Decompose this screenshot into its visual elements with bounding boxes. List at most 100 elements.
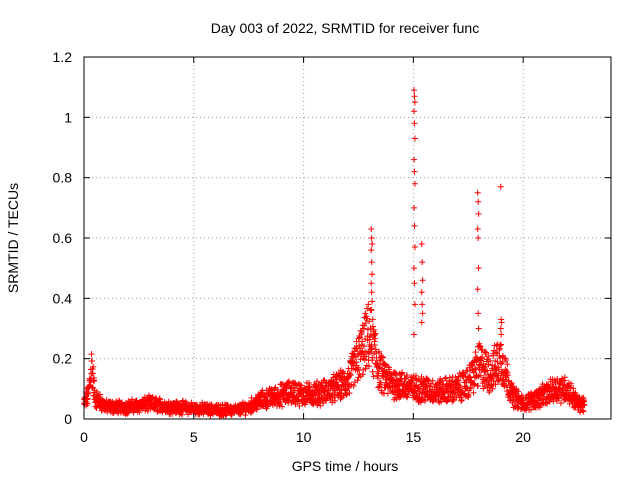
data-point [332,387,339,394]
data-point [362,365,369,372]
data-point [369,271,376,278]
data-point [492,349,499,356]
plot-frame [83,56,612,420]
data-point [411,120,418,127]
data-point [340,392,347,399]
data-point [411,135,418,142]
data-point [363,353,370,360]
data-point [494,358,501,365]
data-point [475,265,482,272]
data-point [84,395,91,402]
data-point [429,377,436,384]
data-point [188,399,195,406]
data-point [91,377,98,384]
data-point [301,385,308,392]
data-point [489,385,496,392]
data-point [497,342,504,349]
data-point [365,301,372,308]
data-point [382,361,389,368]
data-point [446,374,453,381]
data-point [279,403,286,410]
data-point [370,326,377,333]
data-point [475,235,482,241]
data-point [282,389,289,396]
data-point [296,403,303,410]
data-point [568,380,575,387]
data-point [222,412,229,419]
data-point [378,353,385,360]
data-point [269,402,276,409]
data-point [411,99,418,106]
data-point [427,383,434,390]
data-point [413,372,420,379]
data-point [386,383,393,390]
data-point [393,372,400,379]
y-tick-label: 0.2 [53,351,73,367]
data-point [409,376,416,383]
data-point [474,225,481,232]
data-point [419,301,426,308]
data-point [366,318,373,325]
data-point [357,356,364,363]
data-point [470,389,477,396]
data-point [411,222,418,229]
data-point [369,298,376,305]
data-point [295,396,302,403]
data-point [376,350,383,357]
x-tick-label: 0 [80,429,88,445]
data-point [369,316,376,323]
data-point [394,376,401,383]
data-point [474,189,481,196]
data-point [364,305,371,312]
data-point [557,400,564,407]
data-point [368,247,375,254]
data-point [479,353,486,360]
data-point [337,372,344,379]
data-point [399,370,406,377]
data-point [89,370,96,377]
data-point [97,391,104,398]
data-point [561,374,568,381]
y-tick-label: 1 [64,109,72,125]
data-point [467,385,474,392]
data-point [581,402,588,409]
data-point [419,259,426,266]
data-point [411,244,418,251]
data-point [384,390,391,397]
data-point [497,341,504,348]
data-point [284,379,291,386]
data-point [331,397,338,404]
data-point [368,259,375,266]
data-point [450,397,457,404]
data-point [354,367,361,374]
data-point [369,241,376,248]
data-point [485,353,492,360]
data-point [88,351,95,358]
data-point [497,183,504,190]
data-point [412,383,419,390]
data-point [411,301,418,308]
data-point [368,225,375,232]
data-point [490,352,497,359]
data-point [380,354,387,361]
data-point [368,235,375,241]
data-point [476,342,483,349]
data-point [503,357,510,364]
axis-ticks: 0 5 10 15 20 0 0.2 0.4 0.6 0.8 1 1.2 [53,49,611,445]
data-point [365,349,372,356]
data-point [504,372,511,379]
data-point [411,280,418,287]
data-point [136,409,143,416]
data-point [378,365,385,372]
data-point [580,408,587,415]
data-point [377,379,384,386]
data-point [271,385,278,392]
data-point [419,277,426,284]
data-point [84,400,91,407]
data-point [475,325,482,332]
data-point [477,372,484,379]
x-tick-label: 15 [406,429,422,445]
data-point [353,338,360,345]
data-point [368,307,375,314]
